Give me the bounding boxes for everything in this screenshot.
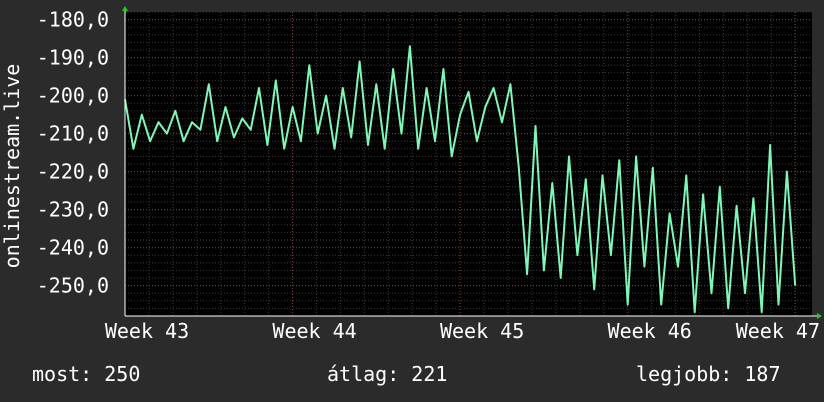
y-tick-label: -210,0	[37, 122, 109, 146]
x-tick-label: Week 47	[736, 319, 820, 343]
series-line	[124, 45, 797, 314]
series-layer	[124, 45, 797, 314]
x-tick-label: Week 44	[272, 319, 356, 343]
x-tick-label: Week 43	[105, 319, 189, 343]
best-value: legjobb: 187	[636, 362, 781, 386]
y-tick-label: -240,0	[37, 236, 109, 260]
y-axis-ticks: -180,0 -190,0 -200,0 -210,0 -220,0 -230,0 -240…	[37, 8, 109, 298]
axes	[122, 6, 822, 319]
y-tick-label: -180,0	[37, 8, 109, 32]
line-chart: -180,0 -190,0 -200,0 -210,0 -220,0 -230,0 -240…	[0, 6, 822, 343]
y-axis-arrow	[122, 6, 128, 11]
x-axis-ticks: Week 43 Week 44 Week 45 Week 46 Week 47	[105, 319, 820, 343]
y-tick-label: -190,0	[37, 46, 109, 70]
x-axis-arrow	[817, 313, 822, 319]
x-tick-label: Week 45	[440, 319, 524, 343]
y-axis-label: onlinestream.live	[0, 64, 24, 269]
y-tick-label: -230,0	[37, 198, 109, 222]
y-tick-label: -250,0	[37, 274, 109, 298]
y-tick-label: -200,0	[37, 84, 109, 108]
average-value: átlag: 221	[327, 362, 448, 386]
current-value: most: 250	[32, 362, 141, 386]
y-tick-label: -220,0	[37, 160, 109, 184]
major-grid	[124, 12, 812, 316]
x-tick-label: Week 46	[608, 319, 692, 343]
